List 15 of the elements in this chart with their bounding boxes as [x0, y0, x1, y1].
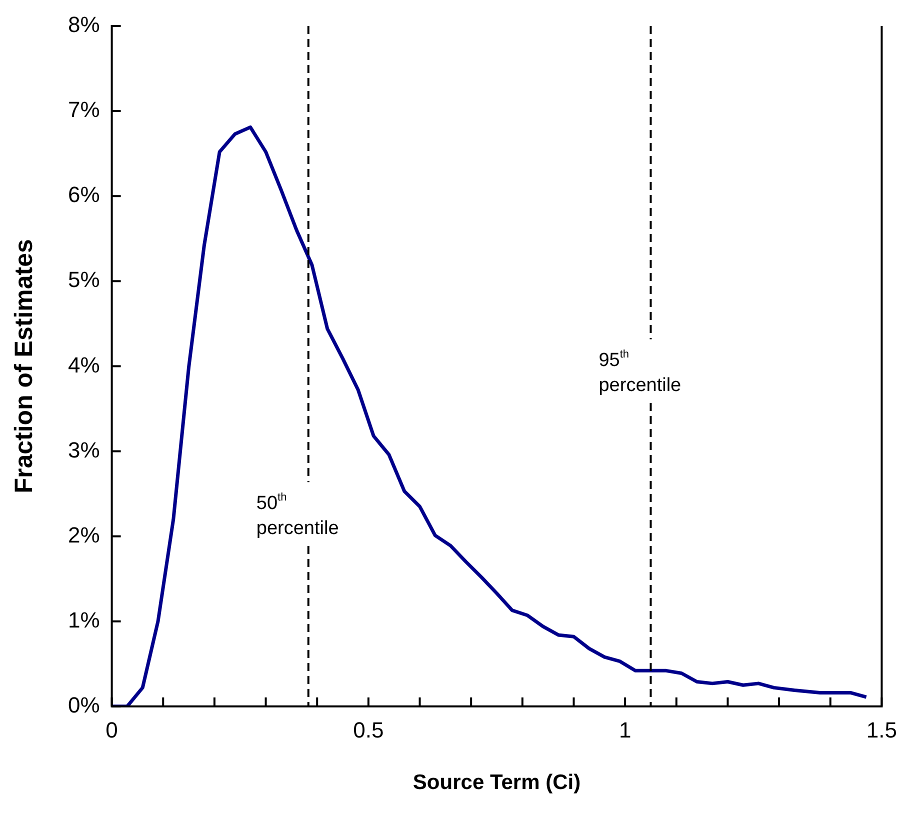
- y-tick-label: 6%: [68, 182, 100, 208]
- x-axis-title: Source Term (Ci): [412, 771, 581, 794]
- y-axis-title: Fraction of Estimates: [10, 239, 38, 494]
- x-tick-label: 1.5: [866, 718, 898, 743]
- x-tick-label: 0: [106, 718, 118, 743]
- x-tick-label: 0.5: [353, 718, 384, 743]
- y-tick-label: 0%: [68, 692, 100, 718]
- y-tick-label: 5%: [68, 267, 100, 292]
- y-tick-label: 3%: [68, 437, 100, 462]
- y-tick-label: 1%: [68, 607, 100, 632]
- y-tick-label: 7%: [68, 97, 100, 122]
- y-tick-label: 2%: [68, 522, 100, 548]
- y-tick-label: 4%: [68, 352, 100, 378]
- y-tick-label: 8%: [68, 12, 100, 38]
- x-tick-label: 1: [618, 718, 632, 743]
